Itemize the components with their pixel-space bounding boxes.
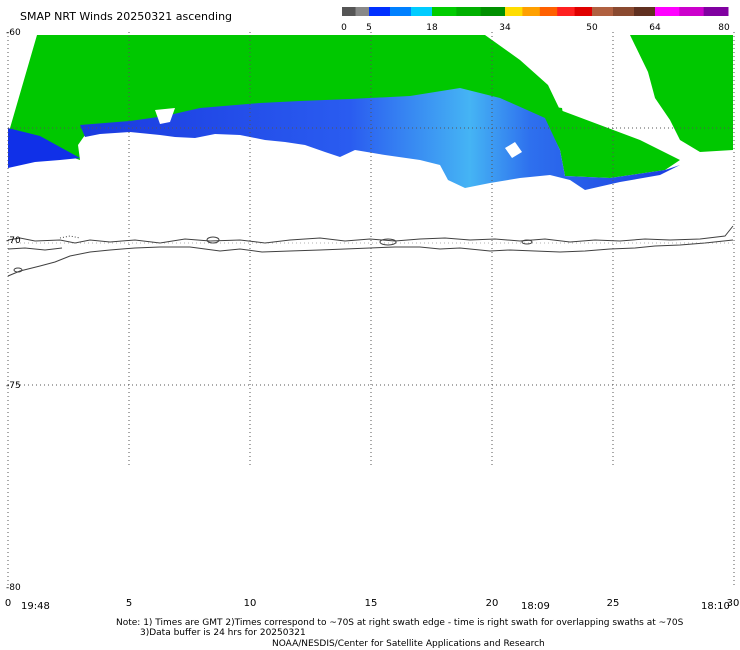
colorbar-segment xyxy=(592,7,614,16)
lat-label-75: -75 xyxy=(6,381,21,391)
colorbar-segment xyxy=(679,7,705,16)
colorbar-tick-label: 18 xyxy=(426,23,438,33)
lon-label-0: 0 xyxy=(5,598,11,609)
colorbar-segment xyxy=(539,7,558,16)
colorbar-segment xyxy=(574,7,593,16)
colorbar-tick-label: 80 xyxy=(718,23,730,33)
lon-label-15: 15 xyxy=(365,598,378,609)
colorbar-segment xyxy=(522,7,541,16)
lat-label-80: -80 xyxy=(6,583,21,593)
wind-swaths xyxy=(8,35,733,190)
colorbar-segment xyxy=(342,7,356,16)
colorbar-tick-label: 5 xyxy=(366,23,372,33)
colorbar-tick-label: 34 xyxy=(499,23,511,33)
lon-label-20: 20 xyxy=(486,598,499,609)
lat-label-60: -60 xyxy=(6,28,21,38)
colorbar-segment xyxy=(655,7,680,16)
wind-swath-green-left xyxy=(8,35,680,178)
colorbar-segment xyxy=(369,7,391,16)
colorbar-segment xyxy=(557,7,576,16)
colorbar-tick-label: 50 xyxy=(586,23,598,33)
lon-label-5: 5 xyxy=(126,598,132,609)
colorbar-segment xyxy=(432,7,457,16)
coastline xyxy=(7,225,734,277)
lon-label-10: 10 xyxy=(244,598,257,609)
colorbar-segment xyxy=(634,7,656,16)
lat-label-70: -70 xyxy=(6,236,21,246)
wind-swath-green-right xyxy=(630,35,733,152)
colorbar-tick-label: 64 xyxy=(649,23,661,33)
note-line-2: 3)Data buffer is 24 hrs for 20250321 xyxy=(140,628,306,638)
swath-time-2: 18:09 xyxy=(521,601,550,612)
colorbar-segment xyxy=(703,7,729,16)
colorbar-tick-label: 0 xyxy=(341,23,347,33)
colorbar-segment xyxy=(505,7,523,16)
wind-swath-blue xyxy=(8,128,80,168)
colorbar-segment xyxy=(355,7,370,16)
map-title: SMAP NRT Winds 20250321 ascending xyxy=(20,10,232,23)
swath-time-1: 19:48 xyxy=(21,601,50,612)
colorbar: 0 5 18 34 50 64 80 xyxy=(341,7,730,33)
colorbar-segment xyxy=(613,7,635,16)
colorbar-segment xyxy=(480,7,506,16)
colorbar-segment xyxy=(390,7,412,16)
colorbar-segment xyxy=(411,7,433,16)
lon-label-25: 25 xyxy=(607,598,620,609)
credit-line: NOAA/NESDIS/Center for Satellite Applica… xyxy=(272,639,545,649)
note-line-1: Note: 1) Times are GMT 2)Times correspon… xyxy=(116,618,684,628)
lon-label-30: 30 xyxy=(727,598,740,609)
swath-time-3: 18:10 xyxy=(701,601,730,612)
colorbar-segment xyxy=(456,7,482,16)
wind-swath-blue-main xyxy=(80,88,680,190)
